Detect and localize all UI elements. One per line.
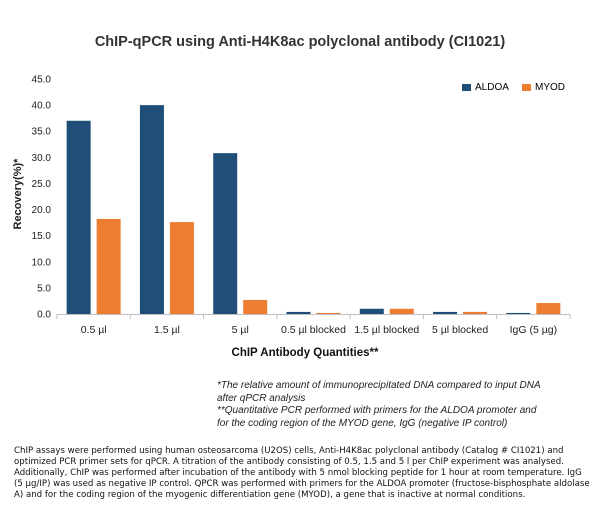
bar-aldoa: [286, 311, 311, 314]
chart-title: ChIP-qPCR using Anti-H4K8ac polyclonal a…: [94, 34, 506, 50]
legend-item-myod: MYOD: [522, 82, 565, 93]
x-tick-label: 0.5 µl blocked: [281, 324, 346, 336]
y-tick-label: 45.0: [32, 75, 52, 86]
bar-aldoa: [433, 311, 458, 314]
footnote-recovery: *The relative amount of immunoprecipitat…: [217, 380, 541, 404]
bar-myod: [243, 299, 268, 314]
y-tick-label: 0.0: [37, 310, 51, 321]
bar-aldoa: [506, 312, 531, 314]
y-tick-label: 25.0: [32, 179, 52, 190]
y-tick-label: 5.0: [37, 283, 51, 294]
bar-myod: [389, 308, 414, 314]
x-tick-label: 5 µl: [232, 324, 249, 336]
bar-myod: [536, 303, 561, 314]
footnote-primers: **Quantitative PCR performed with primer…: [217, 405, 537, 429]
footnotes: *The relative amount of immunoprecipitat…: [217, 380, 547, 430]
x-tick-label: IgG (5 µg): [510, 324, 557, 336]
bar-aldoa: [359, 308, 384, 314]
bar-myod: [96, 218, 121, 314]
y-tick-label: 40.0: [32, 101, 52, 112]
y-tick-label: 35.0: [32, 127, 52, 138]
bar-aldoa: [213, 153, 238, 314]
legend-swatch-myod: [522, 84, 531, 91]
y-tick-label: 30.0: [32, 153, 52, 164]
y-tick-label: 10.0: [32, 257, 52, 268]
y-tick-label: 20.0: [32, 205, 52, 216]
bar-myod: [316, 312, 341, 314]
bar-myod: [463, 311, 488, 314]
legend-item-aldoa: ALDOA: [462, 82, 509, 93]
legend-swatch-aldoa: [462, 84, 471, 91]
x-tick-label: 1.5 µl blocked: [354, 324, 419, 336]
y-axis-label: Recovery(%)*: [12, 158, 24, 230]
x-tick-label: 5 µl blocked: [432, 324, 488, 336]
bar-aldoa: [66, 120, 91, 315]
x-tick-label: 0.5 µl: [81, 324, 107, 336]
bar-aldoa: [139, 105, 164, 314]
legend-label-aldoa: ALDOA: [475, 82, 509, 93]
bar-myod: [169, 222, 194, 314]
x-tick-label: 1.5 µl: [154, 324, 180, 336]
x-axis-label: ChIP Antibody Quantities**: [231, 347, 379, 359]
y-tick-label: 15.0: [32, 231, 52, 242]
legend-label-myod: MYOD: [535, 82, 565, 93]
figure-caption: ChIP assays were performed using human o…: [14, 446, 590, 500]
